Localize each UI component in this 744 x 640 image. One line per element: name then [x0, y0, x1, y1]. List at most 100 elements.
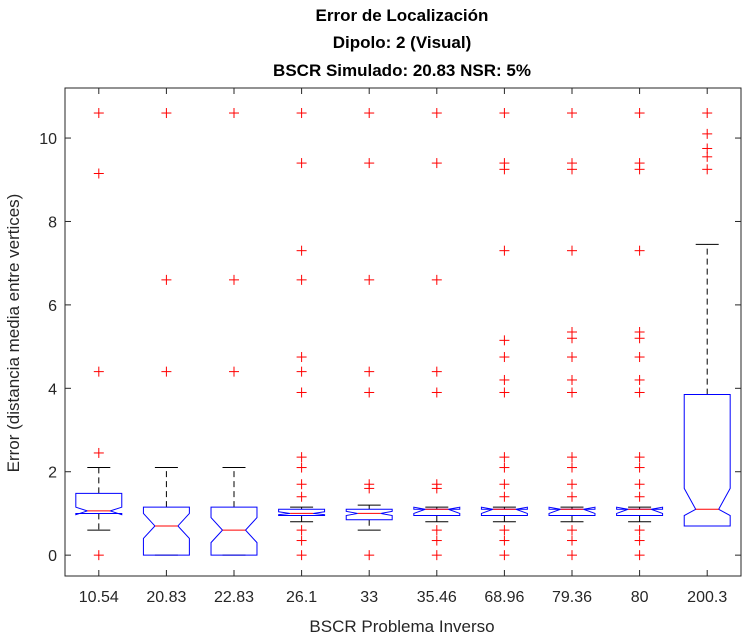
outlier-marker: [567, 245, 577, 256]
outlier-marker: [296, 274, 307, 285]
x-tick-label: 26.1: [286, 589, 317, 606]
outlier-marker: [364, 366, 375, 377]
outlier-marker: [499, 374, 510, 385]
outlier-marker: [567, 462, 577, 473]
outlier-marker: [364, 387, 375, 398]
outlier-marker: [93, 108, 104, 119]
outlier-marker: [431, 108, 442, 119]
outlier-marker: [567, 387, 577, 398]
outlier-marker: [499, 479, 510, 490]
outlier-marker: [364, 108, 375, 119]
x-tick-label: 20.83: [146, 589, 186, 606]
outlier-marker: [499, 158, 510, 169]
outlier-marker: [431, 535, 442, 546]
outlier-marker: [296, 452, 307, 463]
notched-box: [345, 508, 393, 521]
notched-box: [480, 506, 528, 517]
x-tick-label: 68.96: [484, 589, 524, 606]
box-group: 22.83: [210, 88, 258, 606]
x-tick-label: 35.46: [417, 589, 457, 606]
outlier-marker: [567, 158, 577, 169]
outlier-marker: [431, 387, 442, 398]
box-group: 20.83: [142, 88, 190, 606]
x-tick-label: 79.36: [552, 589, 592, 606]
box-group: 80: [616, 88, 664, 606]
outlier-marker: [567, 525, 577, 536]
outlier-marker: [702, 108, 713, 119]
outlier-marker: [567, 535, 577, 546]
box-group: 10.54: [75, 88, 123, 606]
y-axis-label: Error (distancia media entre vertices): [4, 194, 23, 473]
outlier-marker: [634, 491, 645, 502]
outlier-marker: [431, 158, 442, 169]
box-group: 68.96: [480, 88, 528, 606]
notched-box: [210, 506, 258, 556]
outlier-marker: [567, 327, 577, 337]
outlier-marker: [634, 535, 645, 546]
x-tick-label: 33: [360, 589, 378, 606]
outlier-marker: [499, 108, 510, 119]
outlier-marker: [567, 479, 577, 490]
outlier-marker: [296, 352, 307, 363]
title-line-3: BSCR Simulado: 20.83 NSR: 5%: [273, 61, 531, 80]
outlier-marker: [634, 158, 645, 169]
outlier-marker: [161, 366, 172, 377]
outlier-marker: [296, 245, 307, 256]
y-tick-label: 0: [48, 548, 57, 565]
notched-box: [616, 506, 664, 517]
outlier-marker: [634, 374, 645, 385]
box-group: 26.1: [278, 88, 326, 606]
x-tick-label: 80: [631, 589, 649, 606]
notched-box: [142, 506, 190, 556]
outlier-marker: [567, 491, 577, 502]
outlier-marker: [499, 352, 510, 363]
outlier-marker: [161, 274, 172, 285]
outlier-marker: [567, 374, 577, 385]
outlier-marker: [702, 151, 713, 162]
outlier-marker: [431, 479, 442, 490]
outlier-marker: [567, 352, 577, 363]
outlier-marker: [296, 535, 307, 546]
outlier-marker: [702, 128, 713, 139]
outlier-marker: [431, 550, 442, 561]
outlier-marker: [93, 447, 104, 458]
notched-box: [413, 506, 461, 517]
outlier-marker: [296, 158, 307, 169]
y-tick-label: 8: [48, 214, 57, 231]
outlier-marker: [499, 245, 510, 256]
outlier-marker: [364, 158, 375, 169]
y-tick-label: 4: [48, 381, 57, 398]
outlier-marker: [229, 366, 239, 377]
notched-box: [548, 506, 596, 517]
outlier-marker: [431, 366, 442, 377]
outlier-marker: [229, 274, 239, 285]
outlier-marker: [567, 452, 577, 463]
x-axis-label: BSCR Problema Inverso: [309, 617, 494, 636]
outlier-marker: [93, 366, 104, 377]
outlier-marker: [499, 387, 510, 398]
outlier-marker: [296, 491, 307, 502]
box-group: 35.46: [413, 88, 461, 606]
outlier-marker: [296, 366, 307, 377]
outlier-marker: [499, 525, 510, 536]
outlier-marker: [431, 525, 442, 536]
axes-frame: [64, 87, 742, 577]
outlier-marker: [93, 168, 104, 179]
outlier-marker: [567, 108, 577, 119]
x-tick-label: 200.3: [687, 589, 727, 606]
y-tick-label: 10: [39, 131, 57, 148]
outlier-marker: [634, 245, 645, 256]
title-line-2: Dipolo: 2 (Visual): [333, 33, 472, 52]
outlier-marker: [499, 335, 510, 346]
title-line-1: Error de Localización: [316, 6, 489, 25]
outlier-marker: [499, 550, 510, 561]
y-tick-label: 2: [48, 465, 57, 482]
outlier-marker: [364, 274, 375, 285]
outlier-marker: [296, 462, 307, 473]
outlier-marker: [93, 550, 104, 561]
outlier-marker: [634, 352, 645, 363]
notched-box: [683, 394, 731, 527]
outlier-marker: [634, 479, 645, 490]
outlier-marker: [634, 108, 645, 119]
notched-box: [278, 508, 326, 517]
